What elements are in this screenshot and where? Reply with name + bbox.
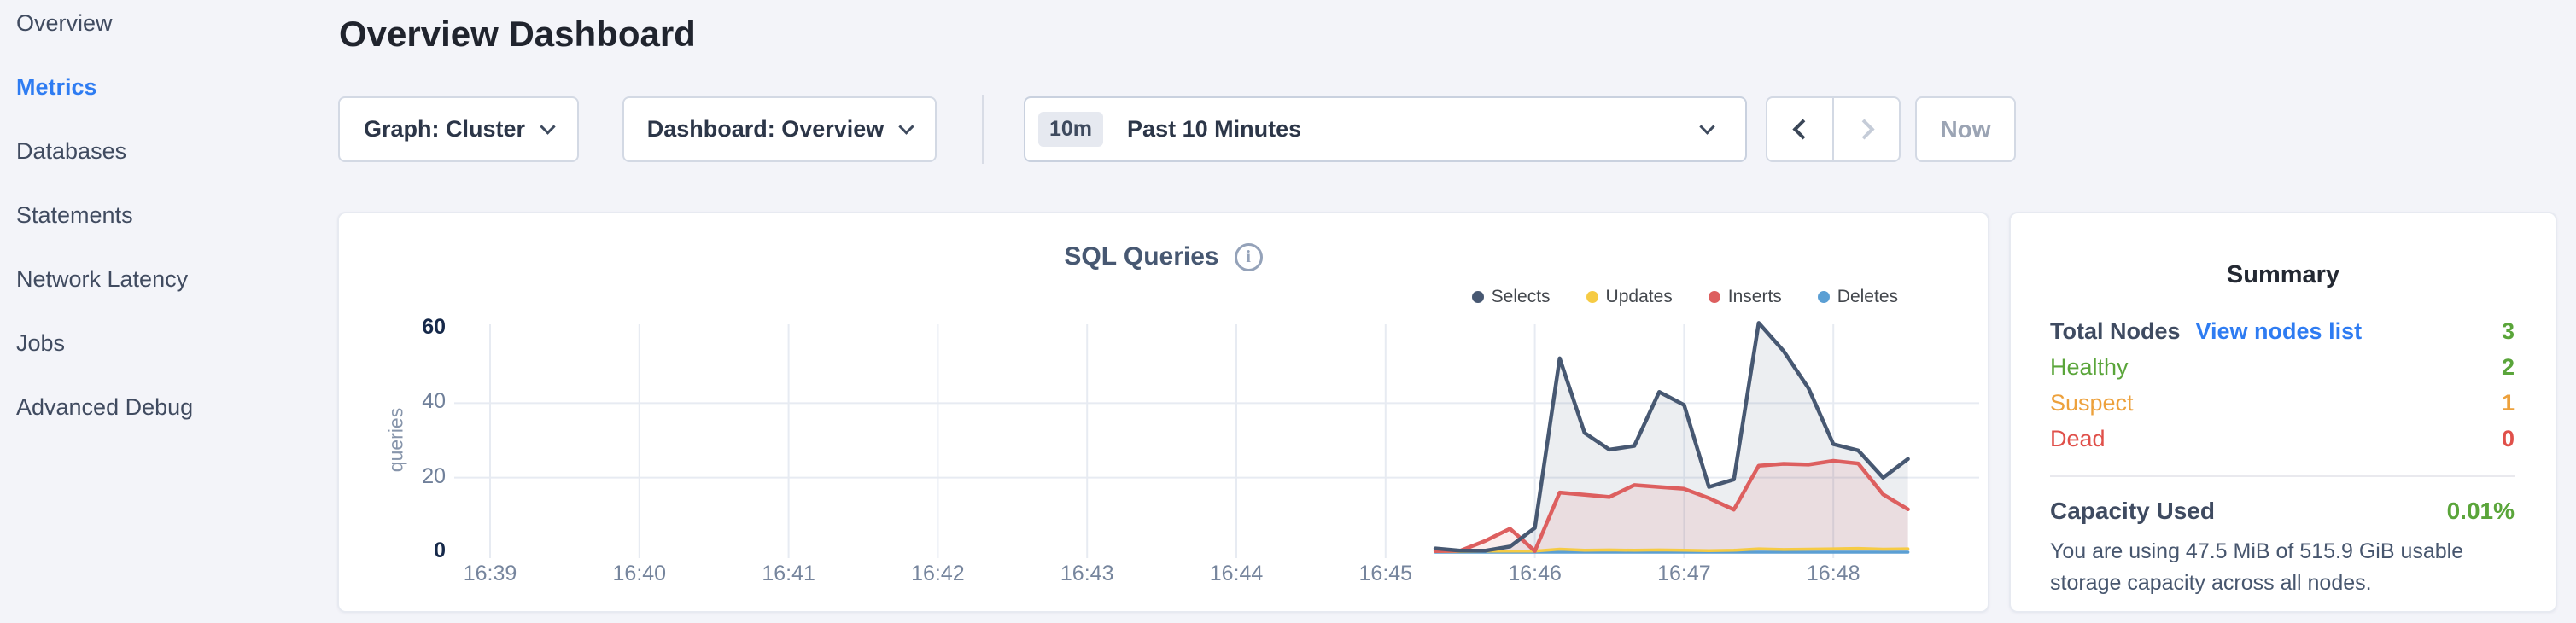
- legend-item-deletes[interactable]: Deletes: [1817, 287, 1898, 307]
- summary-rows: Total Nodes View nodes list 3 Healthy 2 Suspe…: [2050, 313, 2515, 457]
- summary-row-healthy: Healthy 2: [2050, 349, 2515, 385]
- legend-dot: [1708, 291, 1720, 303]
- graph-scope-dropdown-label: Graph: Cluster: [363, 116, 526, 142]
- x-tick-label: 16:46: [1508, 562, 1562, 585]
- time-window-nav: [1766, 96, 1901, 162]
- series-line-updates: [1434, 546, 1910, 553]
- x-tick-label: 16:45: [1358, 562, 1413, 585]
- y-tick-label: 0: [434, 539, 446, 562]
- toolbar-divider: [982, 95, 984, 164]
- x-tick-label: 16:44: [1209, 562, 1264, 585]
- summary-row-value: 0: [2501, 425, 2515, 451]
- time-back-button[interactable]: [1767, 98, 1834, 160]
- graph-scope-dropdown[interactable]: Graph: Cluster: [338, 96, 579, 162]
- summary-row-label: Healthy: [2050, 353, 2129, 380]
- sidebar-item-network-latency[interactable]: Network Latency: [16, 266, 189, 292]
- chevron-down-icon: [1699, 118, 1715, 135]
- x-tick-label: 16:41: [762, 562, 815, 585]
- capacity-value: 0.01%: [2446, 498, 2515, 524]
- summary-divider: [2050, 475, 2515, 477]
- time-forward-button[interactable]: [1834, 98, 1899, 160]
- x-tick-label: 16:39: [463, 562, 517, 585]
- chevron-left-icon: [1791, 119, 1814, 140]
- legend-dot: [1817, 291, 1830, 303]
- sidebar-item-metrics[interactable]: Metrics: [16, 74, 97, 100]
- page-title: Overview Dashboard: [339, 14, 696, 54]
- series-area-inserts: [1435, 461, 1908, 552]
- chevron-down-icon: [540, 118, 556, 135]
- summary-row-dead: Dead 0: [2050, 421, 2515, 457]
- chevron-down-icon: [898, 118, 914, 135]
- legend-dot: [1586, 291, 1598, 303]
- x-tick-label: 16:42: [911, 562, 965, 585]
- summary-row-value: 2: [2501, 353, 2515, 380]
- chart-plot: [454, 321, 1979, 558]
- legend-dot: [1471, 291, 1484, 303]
- legend-item-updates[interactable]: Updates: [1586, 287, 1673, 307]
- summary-title: Summary: [2226, 261, 2340, 288]
- capacity-description: You are using 47.5 MiB of 515.9 GiB usab…: [2050, 539, 2464, 595]
- summary-panel: Summary Total Nodes View nodes list 3 Healt…: [2009, 212, 2557, 613]
- y-tick-label: 40: [422, 389, 446, 414]
- capacity-label: Capacity Used: [2050, 498, 2215, 524]
- sidebar-item-advanced-debug[interactable]: Advanced Debug: [16, 394, 194, 420]
- chart-legend: Selects Updates Inserts Deletes: [1471, 287, 1898, 307]
- summary-row-suspect: Suspect 1: [2050, 385, 2515, 421]
- view-nodes-list-link[interactable]: View nodes list: [2195, 317, 2363, 344]
- summary-row-value: 3: [2501, 317, 2515, 344]
- time-range-badge: 10m: [1038, 112, 1104, 147]
- legend-label: Updates: [1605, 287, 1673, 306]
- time-range-label: Past 10 Minutes: [1127, 116, 1302, 142]
- summary-row-label: Suspect: [2050, 389, 2134, 416]
- sidebar-item-statements[interactable]: Statements: [16, 202, 133, 228]
- summary-row-total-nodes: Total Nodes View nodes list 3: [2050, 313, 2515, 349]
- chevron-right-icon: [1853, 119, 1875, 140]
- sidebar: Overview Metrics Databases Statements Networ…: [16, 0, 307, 440]
- now-button[interactable]: Now: [1915, 96, 2016, 162]
- dashboard-dropdown-label: Dashboard: Overview: [646, 116, 885, 142]
- capacity-row: Capacity Used 0.01%: [2050, 498, 2515, 525]
- series-line-inserts: [1433, 458, 1910, 553]
- legend-label: Selects: [1491, 287, 1551, 306]
- x-tick-label: 16:43: [1060, 562, 1114, 585]
- chart-title: SQL Queries: [1064, 242, 1219, 271]
- x-tick-label: 16:47: [1657, 562, 1711, 585]
- sidebar-item-jobs[interactable]: Jobs: [16, 330, 66, 356]
- summary-row-label: Total Nodes: [2050, 317, 2181, 344]
- legend-label: Inserts: [1727, 287, 1782, 306]
- summary-row-value: 1: [2501, 389, 2515, 416]
- legend-item-inserts[interactable]: Inserts: [1708, 287, 1782, 307]
- x-tick-label: 16:48: [1806, 562, 1860, 585]
- time-range-dropdown[interactable]: 10m Past 10 Minutes: [1024, 96, 1747, 162]
- y-tick-label: 20: [422, 463, 446, 488]
- sql-queries-chart-panel: SQL Queries i Selects Updates Inserts Delet…: [337, 212, 1989, 613]
- series-line-selects: [1433, 321, 1910, 553]
- legend-label: Deletes: [1837, 287, 1898, 306]
- chart-title-row: SQL Queries i: [339, 242, 1988, 271]
- y-tick-label: 60: [422, 314, 446, 339]
- sidebar-item-databases[interactable]: Databases: [16, 138, 127, 164]
- series-area-selects: [1435, 323, 1908, 552]
- dashboard-dropdown[interactable]: Dashboard: Overview: [622, 96, 937, 162]
- summary-row-label: Dead: [2050, 425, 2106, 451]
- sidebar-item-overview[interactable]: Overview: [16, 10, 113, 36]
- legend-item-selects[interactable]: Selects: [1471, 287, 1551, 307]
- info-icon[interactable]: i: [1234, 242, 1263, 271]
- x-tick-label: 16:40: [612, 562, 667, 585]
